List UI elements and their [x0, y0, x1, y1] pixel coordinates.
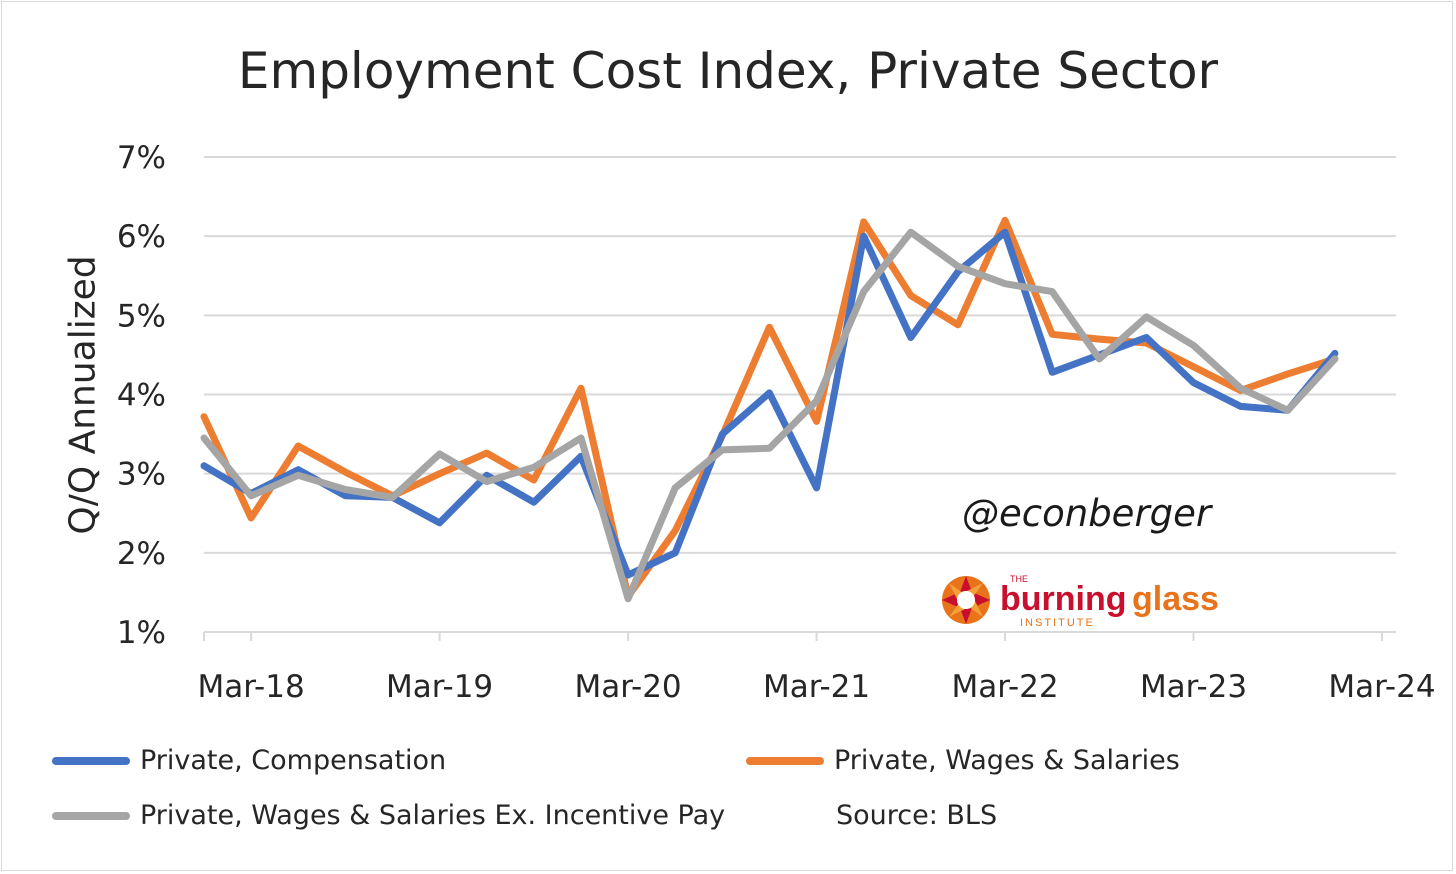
y-tick-label: 7% [117, 140, 166, 176]
x-tick-label: Mar-24 [1328, 669, 1435, 705]
sunburst-icon [942, 576, 990, 624]
logo-text-burning: burning [1000, 580, 1127, 618]
x-tick-label: Mar-18 [198, 669, 305, 705]
legend-item-wages-salaries: Private, Wages & Salaries [746, 745, 1180, 776]
y-tick-label: 2% [117, 536, 166, 572]
watermark-handle: @econberger [962, 492, 1212, 535]
logo-text-top: THE [1010, 574, 1028, 584]
y-tick-labels: 1% 2% 3% 4% 5% 6% 7% [117, 140, 166, 651]
y-tick-label: 4% [117, 378, 166, 414]
y-tick-label: 1% [117, 615, 166, 651]
y-tick-label: 5% [117, 298, 166, 334]
logo-text-bottom: INSTITUTE [1020, 617, 1095, 628]
y-tick-label: 3% [117, 457, 166, 493]
x-tick-label: Mar-20 [575, 669, 682, 705]
legend-label-ex-incentive: Private, Wages & Salaries Ex. Incentive … [140, 800, 726, 831]
burning-glass-logo: THE burning glass INSTITUTE [942, 574, 1219, 628]
legend-item-ex-incentive: Private, Wages & Salaries Ex. Incentive … [52, 800, 725, 831]
logo-text-glass: glass [1132, 580, 1219, 618]
x-tick-label: Mar-22 [951, 669, 1058, 705]
source-note: Source: BLS [836, 800, 998, 831]
legend-swatch-wages-salaries [746, 756, 824, 765]
x-tick-label: Mar-19 [386, 669, 493, 705]
chart-title: Employment Cost Index, Private Sector [237, 42, 1219, 100]
legend-label-wages-salaries: Private, Wages & Salaries [834, 745, 1180, 776]
legend-label-compensation: Private, Compensation [140, 745, 447, 776]
x-tick-label: Mar-21 [763, 669, 870, 705]
series-line-private-wages-salaries-ex-incentive-pay [200, 228, 1339, 603]
legend-item-compensation: Private, Compensation [52, 745, 446, 776]
legend-swatch-ex-incentive [52, 811, 130, 820]
series-line-private-wages-salaries [200, 216, 1339, 600]
legend-swatch-compensation [52, 756, 130, 765]
x-tick-labels: Mar-18 Mar-19 Mar-20 Mar-21 Mar-22 Mar-23 Mar-… [198, 669, 1436, 705]
x-tick-label: Mar-23 [1140, 669, 1247, 705]
y-tick-label: 6% [117, 219, 166, 255]
x-axis [203, 631, 1396, 641]
series-lines [200, 216, 1339, 603]
